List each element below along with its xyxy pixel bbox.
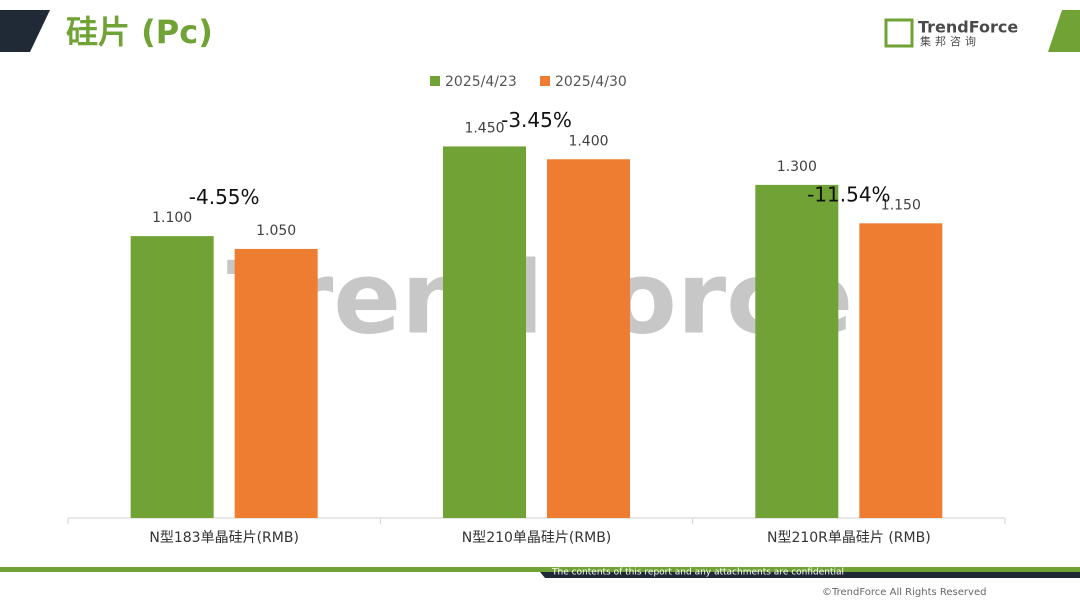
data-label: 1.100: [152, 210, 192, 226]
logo: TrendForce 集邦咨询: [884, 18, 1018, 48]
bar: [234, 248, 318, 518]
logo-text: TrendForce: [918, 18, 1018, 37]
bar: [547, 159, 630, 518]
bar: [130, 236, 214, 518]
corner-shape: [1048, 10, 1080, 52]
bar: [755, 184, 839, 518]
annotation: -4.55%: [189, 185, 260, 209]
watermark: TrendForce: [227, 239, 854, 356]
data-label: 1.150: [881, 197, 921, 213]
x-tick-label: N型183单晶硅片(RMB): [149, 530, 299, 546]
footer-copyright: ©TrendForce All Rights Reserved: [822, 587, 986, 598]
footer-line: [0, 567, 1080, 572]
corner-shape: [0, 10, 50, 52]
logo-subtext: 集邦咨询: [920, 34, 980, 48]
legend-label: 2025/4/30: [555, 74, 627, 90]
page-title: 硅片 (Pc): [66, 13, 213, 51]
data-label: 1.400: [568, 133, 608, 149]
annotation: -11.54%: [807, 182, 890, 206]
logo-icon: [884, 18, 914, 48]
footer-notice: The contents of this report and any atta…: [551, 568, 844, 578]
x-tick-label: N型210单晶硅片(RMB): [462, 530, 612, 546]
annotation: -3.45%: [501, 108, 572, 132]
data-label: 1.050: [256, 223, 296, 239]
data-label: 1.300: [777, 159, 817, 175]
legend-swatch: [540, 76, 550, 86]
bar: [443, 146, 526, 518]
legend-label: 2025/4/23: [445, 74, 517, 90]
legend-swatch: [430, 76, 440, 86]
x-tick-label: N型210R单晶硅片 (RMB): [767, 530, 931, 546]
data-label: 1.450: [464, 120, 504, 136]
bar: [859, 223, 943, 518]
footer-band: [540, 572, 1080, 578]
